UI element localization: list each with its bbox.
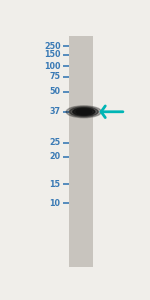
Text: 150: 150 bbox=[44, 50, 61, 59]
Bar bbox=[69, 36, 93, 267]
Text: 15: 15 bbox=[50, 180, 61, 189]
Text: 250: 250 bbox=[44, 42, 61, 51]
Text: 75: 75 bbox=[50, 72, 61, 81]
Ellipse shape bbox=[69, 107, 98, 117]
Ellipse shape bbox=[66, 106, 102, 118]
Text: 100: 100 bbox=[44, 62, 61, 71]
Ellipse shape bbox=[76, 109, 92, 114]
Text: 20: 20 bbox=[50, 152, 61, 161]
Ellipse shape bbox=[73, 108, 95, 116]
Text: 10: 10 bbox=[50, 199, 61, 208]
Text: 50: 50 bbox=[50, 87, 61, 96]
Text: 25: 25 bbox=[50, 138, 61, 147]
Text: 37: 37 bbox=[50, 107, 61, 116]
